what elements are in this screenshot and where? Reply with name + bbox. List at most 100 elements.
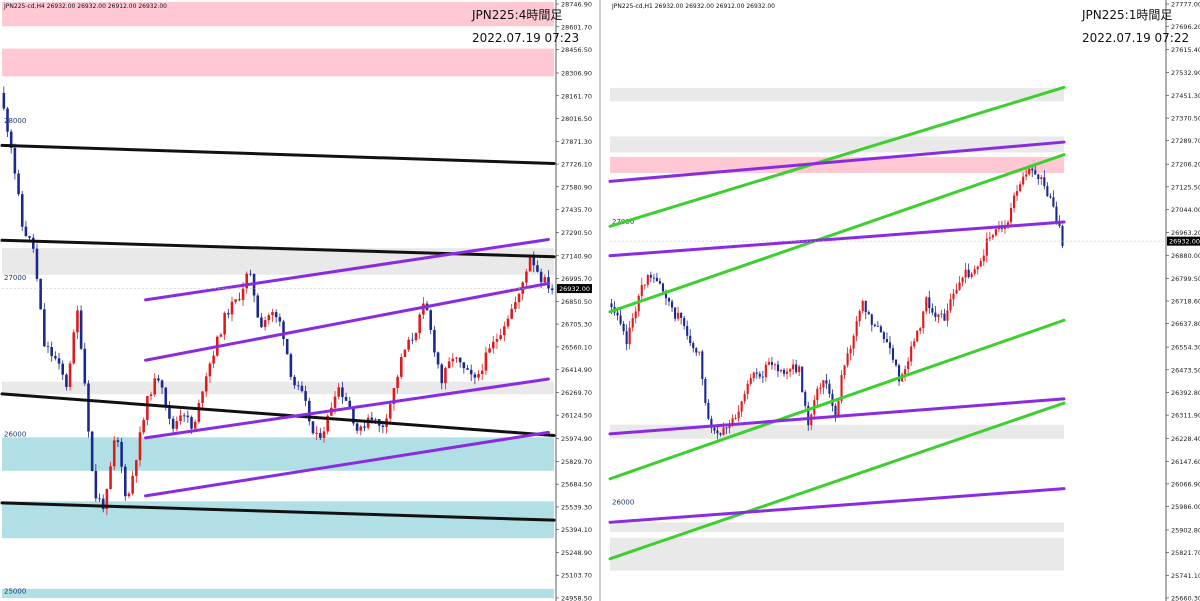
candle-body bbox=[201, 391, 204, 403]
candle-body bbox=[1037, 174, 1040, 179]
zone-lightgray bbox=[610, 522, 1064, 533]
candle-body bbox=[731, 418, 734, 424]
candle-body bbox=[532, 256, 536, 266]
y-tick-label: 26554.30 bbox=[1171, 344, 1200, 352]
candle-body bbox=[855, 321, 858, 336]
trendline-black bbox=[0, 392, 556, 437]
y-tick-label: 25660.30 bbox=[1171, 595, 1200, 601]
candle-body bbox=[667, 298, 671, 302]
candle-body bbox=[35, 248, 39, 279]
zones-layer bbox=[610, 87, 1064, 571]
current-price-tag bbox=[1167, 236, 1200, 246]
candle-body bbox=[713, 427, 716, 431]
candle-body bbox=[138, 432, 142, 461]
candle-body bbox=[677, 312, 680, 319]
candle-body bbox=[182, 415, 186, 417]
zone-pink bbox=[610, 156, 1064, 173]
candle-body bbox=[179, 415, 182, 422]
candle-body bbox=[392, 388, 396, 404]
candle-body bbox=[925, 297, 928, 312]
candle-body bbox=[674, 307, 677, 319]
candle-body bbox=[670, 301, 674, 308]
y-tick-label: 26963.20 bbox=[1171, 229, 1200, 237]
candle-body bbox=[870, 314, 873, 325]
y-tick-label: 26473.50 bbox=[1171, 366, 1200, 374]
candle-body bbox=[804, 391, 807, 406]
candle-body bbox=[462, 362, 466, 369]
candle-body bbox=[937, 314, 940, 318]
candle-body bbox=[707, 402, 710, 419]
candle-body bbox=[355, 423, 359, 431]
y-tick-label: 25986.00 bbox=[1171, 503, 1200, 511]
candle-body bbox=[322, 431, 326, 438]
candle-body bbox=[223, 313, 226, 335]
candle-body bbox=[249, 273, 252, 275]
zone-lightblue bbox=[2, 501, 554, 539]
candle-body bbox=[1025, 174, 1028, 177]
candle-body bbox=[919, 328, 922, 331]
candle-body bbox=[28, 236, 31, 238]
y-tick-label: 26799.50 bbox=[1171, 275, 1200, 283]
y-tick-label: 28746.90 bbox=[561, 1, 592, 9]
candle-body bbox=[54, 356, 57, 359]
y-tick-label: 25821.70 bbox=[1171, 549, 1200, 557]
y-tick-label: 27615.40 bbox=[1171, 46, 1200, 54]
candle-body bbox=[499, 335, 502, 340]
candle-body bbox=[692, 343, 695, 349]
candle-body bbox=[293, 376, 296, 386]
candle-body bbox=[837, 400, 840, 416]
candle-body bbox=[212, 355, 215, 364]
candle-body bbox=[1043, 177, 1046, 187]
candle-body bbox=[640, 284, 643, 296]
candle-body bbox=[798, 366, 801, 373]
candle-body bbox=[149, 394, 153, 397]
candle-body bbox=[979, 261, 982, 267]
current-price-tag bbox=[557, 284, 592, 294]
candle-body bbox=[157, 378, 160, 381]
candle-body bbox=[131, 475, 134, 494]
y-tick-label: 27206.20 bbox=[1171, 161, 1200, 169]
candle-body bbox=[260, 317, 263, 328]
candle-body bbox=[619, 315, 622, 324]
candle-body bbox=[770, 362, 773, 365]
candle-body bbox=[101, 498, 105, 510]
candle-body bbox=[704, 379, 707, 403]
candle-body bbox=[680, 312, 683, 318]
y-tick-label: 26718.60 bbox=[1171, 298, 1200, 306]
candle-body bbox=[311, 421, 315, 434]
y-tick-label: 28016.50 bbox=[561, 115, 592, 123]
trendline-green bbox=[608, 85, 1066, 228]
candle-body bbox=[204, 376, 208, 392]
zone-lightgray bbox=[610, 87, 1064, 102]
candle-body bbox=[94, 470, 98, 499]
candle-body bbox=[928, 297, 931, 309]
candle-body bbox=[2, 92, 6, 109]
candle-body bbox=[374, 419, 377, 420]
candle-body bbox=[403, 349, 407, 357]
candle-body bbox=[631, 318, 634, 328]
candle-body bbox=[109, 466, 112, 490]
candle-body bbox=[698, 351, 701, 353]
candle-body bbox=[786, 371, 789, 374]
candle-body bbox=[65, 374, 68, 387]
candle-body bbox=[916, 330, 919, 342]
candle-body bbox=[773, 364, 777, 366]
candle-body bbox=[973, 269, 976, 274]
candle-body bbox=[840, 375, 843, 401]
y-tick-label: 27777.00 bbox=[1171, 1, 1200, 9]
candle-body bbox=[861, 301, 864, 312]
candle-body bbox=[834, 405, 837, 416]
candle-body bbox=[153, 378, 157, 395]
candle-body bbox=[740, 401, 743, 412]
candle-body bbox=[433, 329, 436, 353]
symbol-info: JPN225-cd,H1 26932.00 26932.00 26912.00 … bbox=[611, 3, 775, 10]
y-tick-label: 26850.50 bbox=[561, 298, 592, 306]
candle-body bbox=[193, 421, 197, 429]
candle-body bbox=[746, 383, 749, 394]
candle-body bbox=[964, 269, 967, 278]
candle-body bbox=[440, 364, 444, 384]
candle-body bbox=[879, 326, 882, 333]
candle-body bbox=[664, 291, 668, 299]
